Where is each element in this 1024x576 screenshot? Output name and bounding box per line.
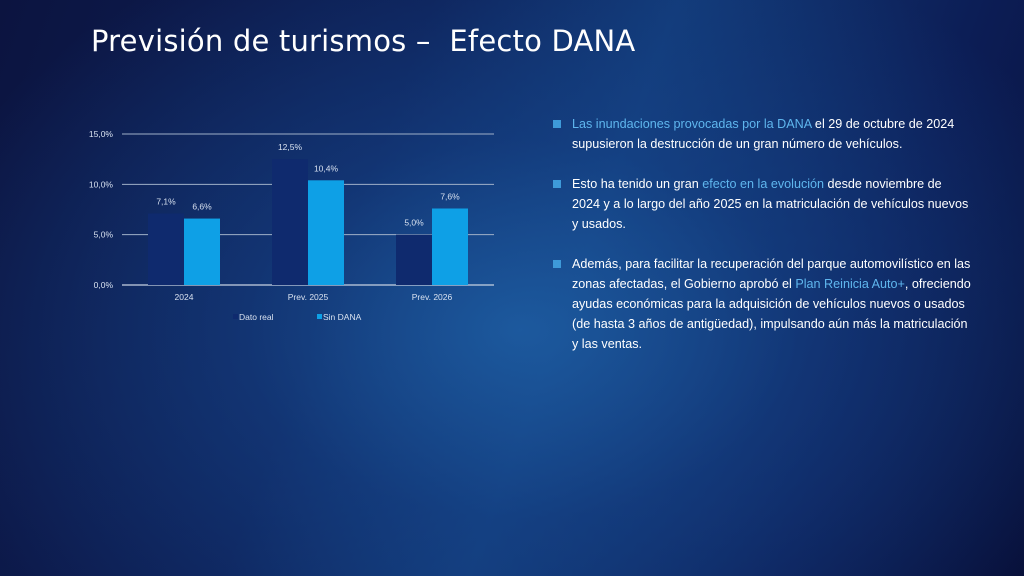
y-tick-label: 15,0% <box>89 129 114 139</box>
bullet-square-icon <box>553 260 561 268</box>
x-tick-label: 2024 <box>175 292 194 302</box>
legend-label: Sin DANA <box>323 312 362 322</box>
bullet-square-icon <box>553 180 561 188</box>
data-label: 7,6% <box>440 191 460 201</box>
data-label: 6,6% <box>192 202 212 212</box>
bar-dato-real <box>272 159 308 285</box>
legend-swatch <box>317 314 322 319</box>
bullet-item: Esto ha tenido un gran efecto en la evol… <box>553 174 973 234</box>
y-tick-label: 0,0% <box>94 280 114 290</box>
bar-sin-dana <box>308 180 344 285</box>
bullet-text: , ofreciendo ayudas económicas para la a… <box>572 277 971 351</box>
data-label: 7,1% <box>156 197 176 207</box>
bar-dato-real <box>148 213 184 285</box>
highlighted-text: Las inundaciones provocadas por la DANA <box>572 117 812 131</box>
bullet-list: Las inundaciones provocadas por la DANA … <box>553 114 973 374</box>
bullet-text: Además, para facilitar la recuperación d… <box>572 257 971 291</box>
slide-title: Previsión de turismos – Efecto DANA <box>91 24 636 58</box>
legend-label: Dato real <box>239 312 274 322</box>
bullet-item: Además, para facilitar la recuperación d… <box>553 254 973 354</box>
bullet-square-icon <box>553 120 561 128</box>
bullet-text: Esto ha tenido un gran <box>572 177 703 191</box>
bullet-item: Las inundaciones provocadas por la DANA … <box>553 114 973 154</box>
bar-sin-dana <box>184 218 220 285</box>
data-label: 12,5% <box>278 142 303 152</box>
highlighted-text: efecto en la evolución <box>702 177 825 191</box>
bar-dato-real <box>396 234 432 285</box>
bullet-text: desde noviembre de 2024 y a lo largo del… <box>572 177 969 231</box>
y-tick-label: 5,0% <box>94 230 114 240</box>
legend-swatch <box>233 314 238 319</box>
y-tick-label: 10,0% <box>89 179 114 189</box>
x-tick-label: Prev. 2026 <box>412 292 453 302</box>
highlighted-text: Plan Reinicia Auto+ <box>795 277 905 291</box>
data-label: 5,0% <box>404 218 424 228</box>
bar-sin-dana <box>432 208 468 285</box>
data-label: 10,4% <box>314 163 339 173</box>
bullet-text: el 29 de octubre de 2024 supusieron la d… <box>572 117 955 151</box>
x-tick-label: Prev. 2025 <box>288 292 329 302</box>
